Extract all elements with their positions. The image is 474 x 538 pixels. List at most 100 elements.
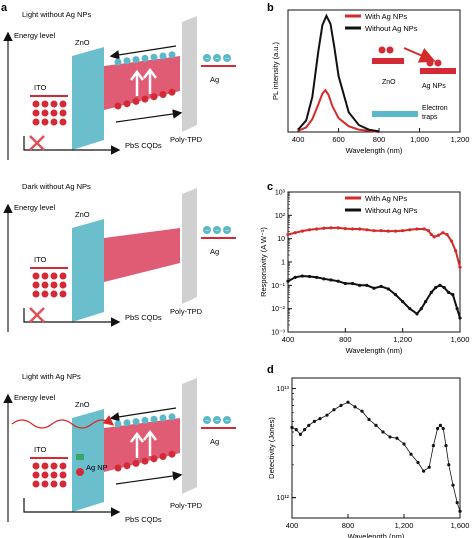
inset-trap-bar xyxy=(372,111,418,117)
series-line xyxy=(297,88,380,133)
hole xyxy=(168,88,176,96)
poly-tpd-layer xyxy=(182,16,197,132)
data-point xyxy=(432,235,436,239)
band-diagram-panel: Light without Ag NPs Energy level ITO ZnO Pb… xyxy=(3,10,236,524)
electron xyxy=(114,58,122,66)
electron xyxy=(223,226,231,234)
hole xyxy=(141,95,149,103)
hole xyxy=(32,471,40,479)
data-point xyxy=(416,460,420,465)
ag-label: Ag xyxy=(210,75,219,84)
hole xyxy=(41,100,49,108)
data-point xyxy=(329,278,333,282)
zno-label: ZnO xyxy=(75,400,90,409)
hole xyxy=(114,464,122,472)
poly-tpd-layer xyxy=(182,188,197,304)
hole xyxy=(141,457,149,465)
zno-label: ZnO xyxy=(75,38,90,47)
data-point xyxy=(441,231,445,235)
hole xyxy=(50,281,58,289)
hole xyxy=(59,100,67,108)
data-point xyxy=(325,413,329,417)
zno-layer xyxy=(72,47,104,150)
data-point xyxy=(401,300,405,304)
data-point xyxy=(415,312,419,316)
data-point xyxy=(312,419,316,423)
data-point xyxy=(455,307,459,311)
data-point xyxy=(424,300,428,304)
hole xyxy=(159,453,167,460)
electron xyxy=(213,416,221,424)
hole xyxy=(32,281,40,289)
data-point xyxy=(386,287,390,291)
energy-level-label: Energy level xyxy=(14,203,56,212)
hole xyxy=(59,272,67,280)
data-point xyxy=(303,428,307,432)
data-point xyxy=(379,284,383,289)
data-point xyxy=(444,443,448,448)
panel-a-letter: a xyxy=(1,2,8,14)
row-title: Light with Ag NPs xyxy=(22,372,81,381)
data-point xyxy=(343,281,347,286)
hole-flow-arrow xyxy=(115,471,183,485)
data-point xyxy=(381,430,385,434)
hole xyxy=(32,480,40,488)
electron xyxy=(203,416,211,424)
x-tick-label: 1,200 xyxy=(393,335,412,344)
cross-icon xyxy=(29,135,45,151)
data-point xyxy=(332,408,336,412)
electron xyxy=(213,226,221,234)
hole xyxy=(123,462,131,470)
inset-traps-label-2: traps xyxy=(422,114,438,121)
electron xyxy=(114,420,122,428)
light-wave xyxy=(11,415,115,429)
data-point xyxy=(339,403,343,408)
pbs-layer xyxy=(104,418,180,472)
legend-label: Without Ag NPs xyxy=(365,206,418,215)
data-point xyxy=(379,229,383,233)
electron xyxy=(141,54,149,62)
band-diagram-row: Light without Ag NPs Energy level ITO ZnO Pb… xyxy=(3,10,236,160)
data-point xyxy=(409,452,413,456)
inset-transfer-arrow xyxy=(403,47,436,63)
up-arrow xyxy=(130,431,144,458)
data-point xyxy=(442,285,446,290)
hole xyxy=(59,462,67,470)
x-tick-label: 800 xyxy=(339,335,352,344)
data-point xyxy=(322,277,326,281)
data-point xyxy=(318,417,322,421)
x-axis-label: Wavelength (nm) xyxy=(348,532,405,538)
data-point xyxy=(386,229,390,233)
hole xyxy=(50,272,58,280)
data-point xyxy=(451,483,455,487)
y-tick-label: 10¹³ xyxy=(277,386,290,393)
data-point xyxy=(343,227,347,231)
data-point xyxy=(458,509,462,513)
hole xyxy=(59,480,67,488)
data-point xyxy=(350,227,355,231)
data-point xyxy=(458,316,462,320)
electron xyxy=(223,416,231,424)
hole xyxy=(50,462,58,470)
hole xyxy=(59,281,67,289)
data-point xyxy=(436,426,440,431)
legend-label: With Ag NPs xyxy=(365,194,407,203)
data-point xyxy=(353,405,357,409)
data-point xyxy=(367,417,371,422)
data-point xyxy=(307,423,311,427)
electron xyxy=(141,416,149,424)
cross-icon xyxy=(29,307,45,323)
series-line xyxy=(297,13,380,133)
energy-level-label: Energy level xyxy=(14,393,56,402)
legend-label: With Ag NPs xyxy=(365,12,407,21)
legend-label: Without Ag NPs xyxy=(365,24,418,33)
data-point xyxy=(438,423,442,427)
data-point xyxy=(426,229,431,233)
data-point xyxy=(445,232,449,237)
data-point xyxy=(336,226,340,230)
data-point xyxy=(393,293,398,297)
data-point xyxy=(358,227,362,231)
hole xyxy=(150,93,158,101)
data-point xyxy=(322,226,326,230)
y-tick-label: 10³ xyxy=(275,190,286,197)
